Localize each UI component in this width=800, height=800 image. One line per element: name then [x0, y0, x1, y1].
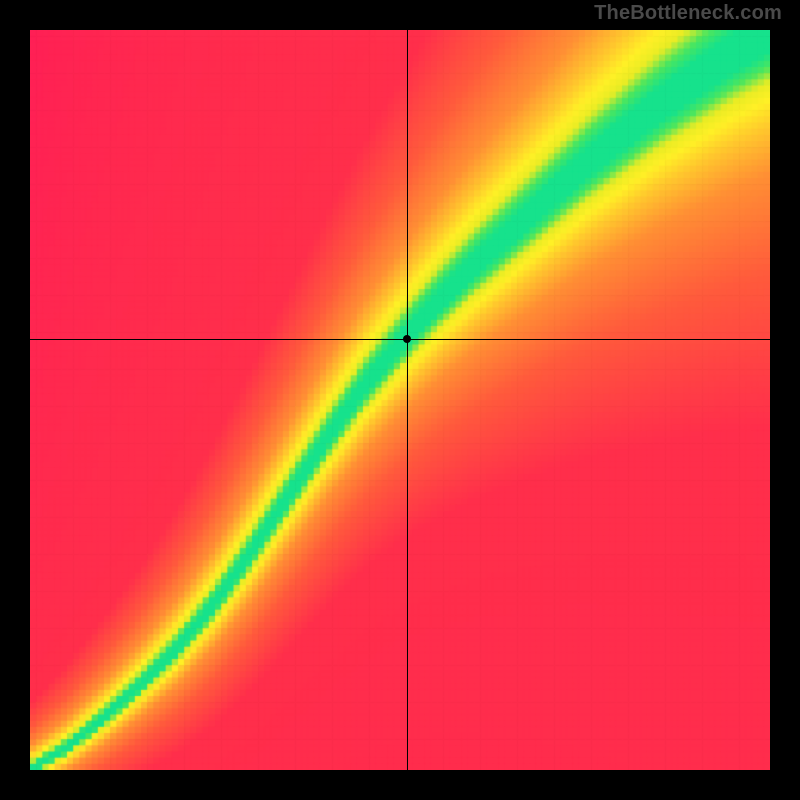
heatmap-plot	[30, 30, 770, 770]
crosshair-point	[403, 335, 411, 343]
crosshair-horizontal	[30, 339, 770, 340]
heatmap-canvas	[30, 30, 770, 770]
watermark-text: TheBottleneck.com	[594, 2, 782, 25]
crosshair-vertical	[407, 30, 408, 770]
